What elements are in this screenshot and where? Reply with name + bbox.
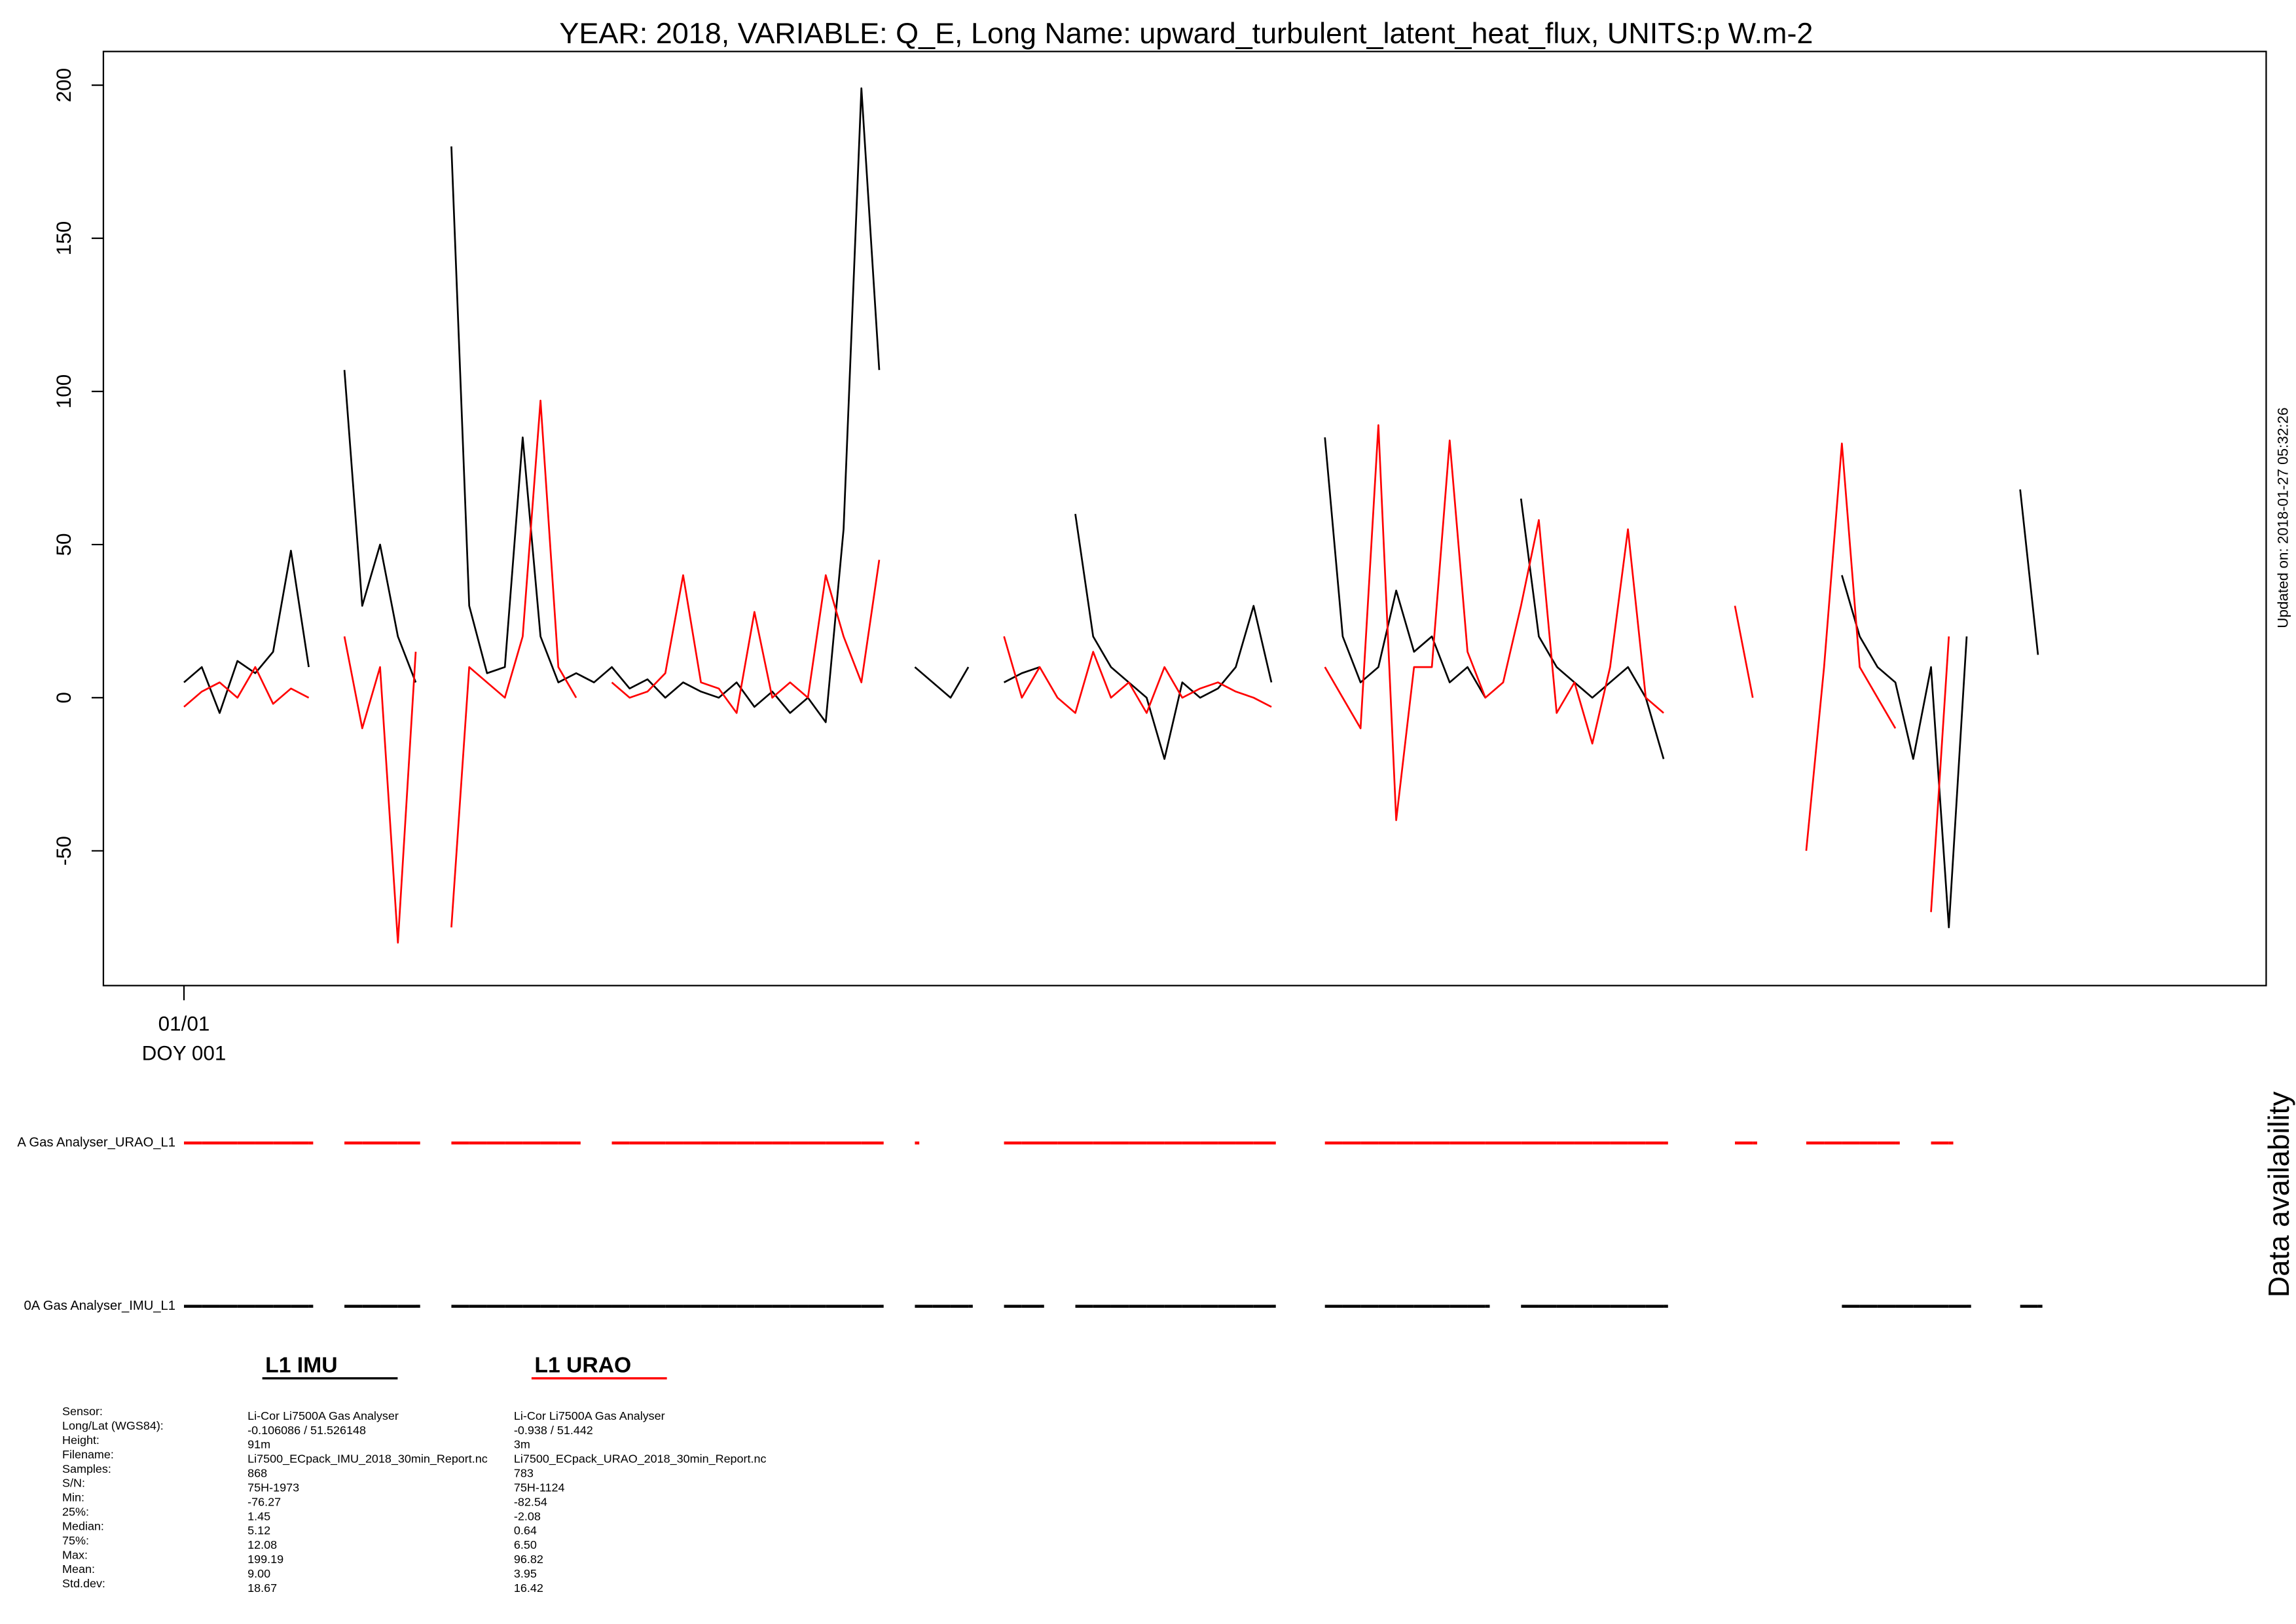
info-row-label: Median: bbox=[62, 1519, 104, 1532]
info-cell: 1.45 bbox=[247, 1509, 270, 1523]
info-cell: 6.50 bbox=[514, 1538, 537, 1551]
info-cell: Li-Cor Li7500A Gas Analyser bbox=[514, 1409, 665, 1422]
info-cell: Li7500_ECpack_IMU_2018_30min_Report.nc bbox=[247, 1453, 488, 1466]
info-cell: -82.54 bbox=[514, 1495, 547, 1508]
y-tick-label: 100 bbox=[52, 374, 75, 408]
info-cell: -76.27 bbox=[247, 1495, 281, 1508]
x-tick-label: 01/01 bbox=[158, 1013, 210, 1036]
info-cell: 5.12 bbox=[247, 1524, 270, 1537]
info-cell: 12.08 bbox=[247, 1538, 277, 1551]
info-row-label: Height: bbox=[62, 1434, 100, 1447]
y-tick-label: 150 bbox=[52, 221, 75, 255]
info-row-label: Sensor: bbox=[62, 1405, 103, 1418]
availability-label: 0A Gas Analyser_IMU_L1 bbox=[24, 1299, 176, 1313]
info-cell: 783 bbox=[514, 1467, 534, 1480]
x-tick-label: DOY 001 bbox=[142, 1042, 227, 1065]
info-row-label: Std.dev: bbox=[62, 1577, 105, 1590]
series-line bbox=[183, 399, 1950, 944]
y-tick-label: 50 bbox=[52, 533, 75, 556]
info-row-label: Long/Lat (WGS84): bbox=[62, 1419, 164, 1432]
y-tick-label: 200 bbox=[52, 68, 75, 102]
info-row-label: 25%: bbox=[62, 1506, 89, 1519]
info-cell: Li-Cor Li7500A Gas Analyser bbox=[247, 1409, 399, 1422]
info-cell: 75H-1973 bbox=[247, 1481, 299, 1494]
availability-title: Data availability bbox=[2262, 1091, 2295, 1297]
info-row-label: Min: bbox=[62, 1491, 84, 1504]
updated-note: Updated on: 2018-01-27 05:32:26 bbox=[2274, 407, 2291, 628]
series-line bbox=[183, 87, 2039, 929]
info-cell: -0.938 / 51.442 bbox=[514, 1424, 593, 1437]
legend-label: L1 IMU bbox=[265, 1353, 337, 1378]
info-cell: 3m bbox=[514, 1438, 530, 1451]
info-row-label: Max: bbox=[62, 1548, 88, 1561]
info-cell: 96.82 bbox=[514, 1553, 543, 1566]
info-cell: 18.67 bbox=[247, 1581, 277, 1595]
y-tick-label: -50 bbox=[52, 836, 75, 865]
info-row-label: Mean: bbox=[62, 1562, 95, 1576]
info-cell: 91m bbox=[247, 1438, 270, 1451]
info-cell: 199.19 bbox=[247, 1553, 283, 1566]
availability-label: A Gas Analyser_URAO_L1 bbox=[17, 1135, 175, 1149]
y-tick-label: 0 bbox=[52, 692, 75, 703]
info-cell: 75H-1124 bbox=[514, 1481, 565, 1494]
chart-title: YEAR: 2018, VARIABLE: Q_E, Long Name: up… bbox=[559, 16, 1813, 50]
plot-frame bbox=[102, 50, 2267, 986]
info-cell: 16.42 bbox=[514, 1581, 543, 1595]
info-row-label: S/N: bbox=[62, 1477, 85, 1490]
info-cell: -0.106086 / 51.526148 bbox=[247, 1424, 366, 1437]
info-cell: 3.95 bbox=[514, 1567, 537, 1580]
legend-label: L1 URAO bbox=[534, 1353, 631, 1378]
info-cell: Li7500_ECpack_URAO_2018_30min_Report.nc bbox=[514, 1453, 767, 1466]
info-row-label: Filename: bbox=[62, 1448, 114, 1461]
info-cell: 0.64 bbox=[514, 1524, 537, 1537]
info-cell: 868 bbox=[247, 1467, 267, 1480]
info-row-label: Samples: bbox=[62, 1462, 111, 1475]
info-cell: 9.00 bbox=[247, 1567, 270, 1580]
info-cell: -2.08 bbox=[514, 1509, 541, 1523]
info-row-label: 75%: bbox=[62, 1534, 89, 1547]
